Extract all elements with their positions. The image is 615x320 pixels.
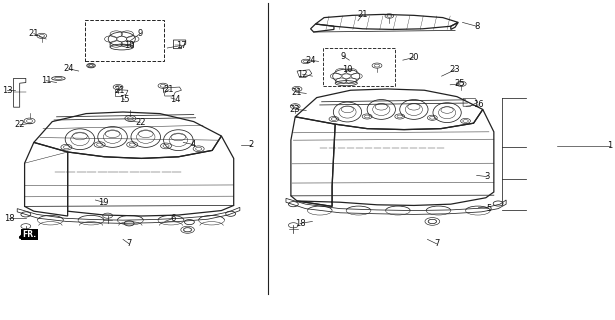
Text: 21: 21 <box>291 88 302 97</box>
Text: 21: 21 <box>357 10 368 19</box>
Text: 3: 3 <box>485 172 490 181</box>
Text: 5: 5 <box>486 204 491 213</box>
Text: 12: 12 <box>297 70 308 79</box>
Text: 20: 20 <box>408 53 419 62</box>
Text: 24: 24 <box>63 64 74 73</box>
Text: 9: 9 <box>341 52 346 60</box>
Text: 17: 17 <box>176 41 187 50</box>
Text: 19: 19 <box>98 198 109 207</box>
Text: 10: 10 <box>342 65 353 74</box>
Text: 7: 7 <box>434 239 439 248</box>
Text: 14: 14 <box>170 95 181 104</box>
Text: 23: 23 <box>290 105 301 114</box>
Text: 16: 16 <box>473 100 484 109</box>
Text: 11: 11 <box>41 76 52 85</box>
Text: 2: 2 <box>248 140 253 149</box>
Text: 23: 23 <box>450 65 461 74</box>
Text: 1: 1 <box>608 141 613 150</box>
Text: 18: 18 <box>295 219 306 228</box>
Text: 7: 7 <box>127 239 132 248</box>
Text: 9: 9 <box>138 29 143 38</box>
Text: 6: 6 <box>171 214 176 223</box>
Text: 24: 24 <box>305 56 316 65</box>
Text: 21: 21 <box>164 85 175 94</box>
Text: FR.: FR. <box>23 230 36 239</box>
Text: 22: 22 <box>14 120 25 129</box>
Text: 4: 4 <box>191 140 196 149</box>
Text: 21: 21 <box>114 86 125 95</box>
Text: 21: 21 <box>28 29 39 38</box>
Text: 25: 25 <box>454 79 466 88</box>
Text: 15: 15 <box>119 95 130 104</box>
Bar <box>85 20 164 61</box>
Text: 13: 13 <box>2 86 13 95</box>
Text: 18: 18 <box>4 214 15 223</box>
Bar <box>323 48 395 86</box>
Text: 8: 8 <box>474 22 479 31</box>
Text: 22: 22 <box>135 118 146 127</box>
Text: 10: 10 <box>124 41 135 50</box>
